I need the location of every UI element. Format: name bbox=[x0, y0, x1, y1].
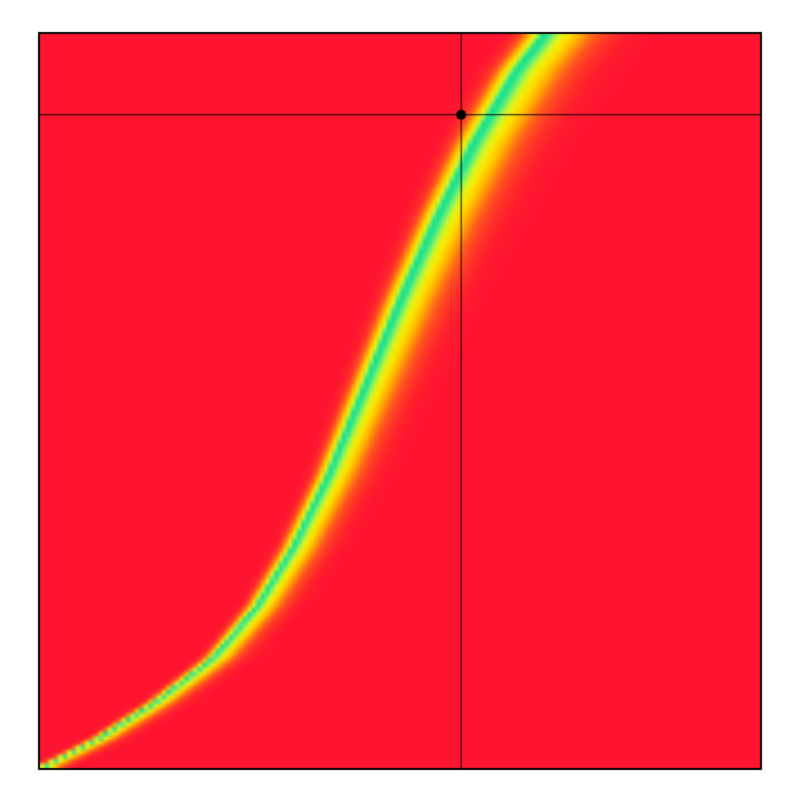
heatmap-canvas bbox=[0, 0, 800, 800]
